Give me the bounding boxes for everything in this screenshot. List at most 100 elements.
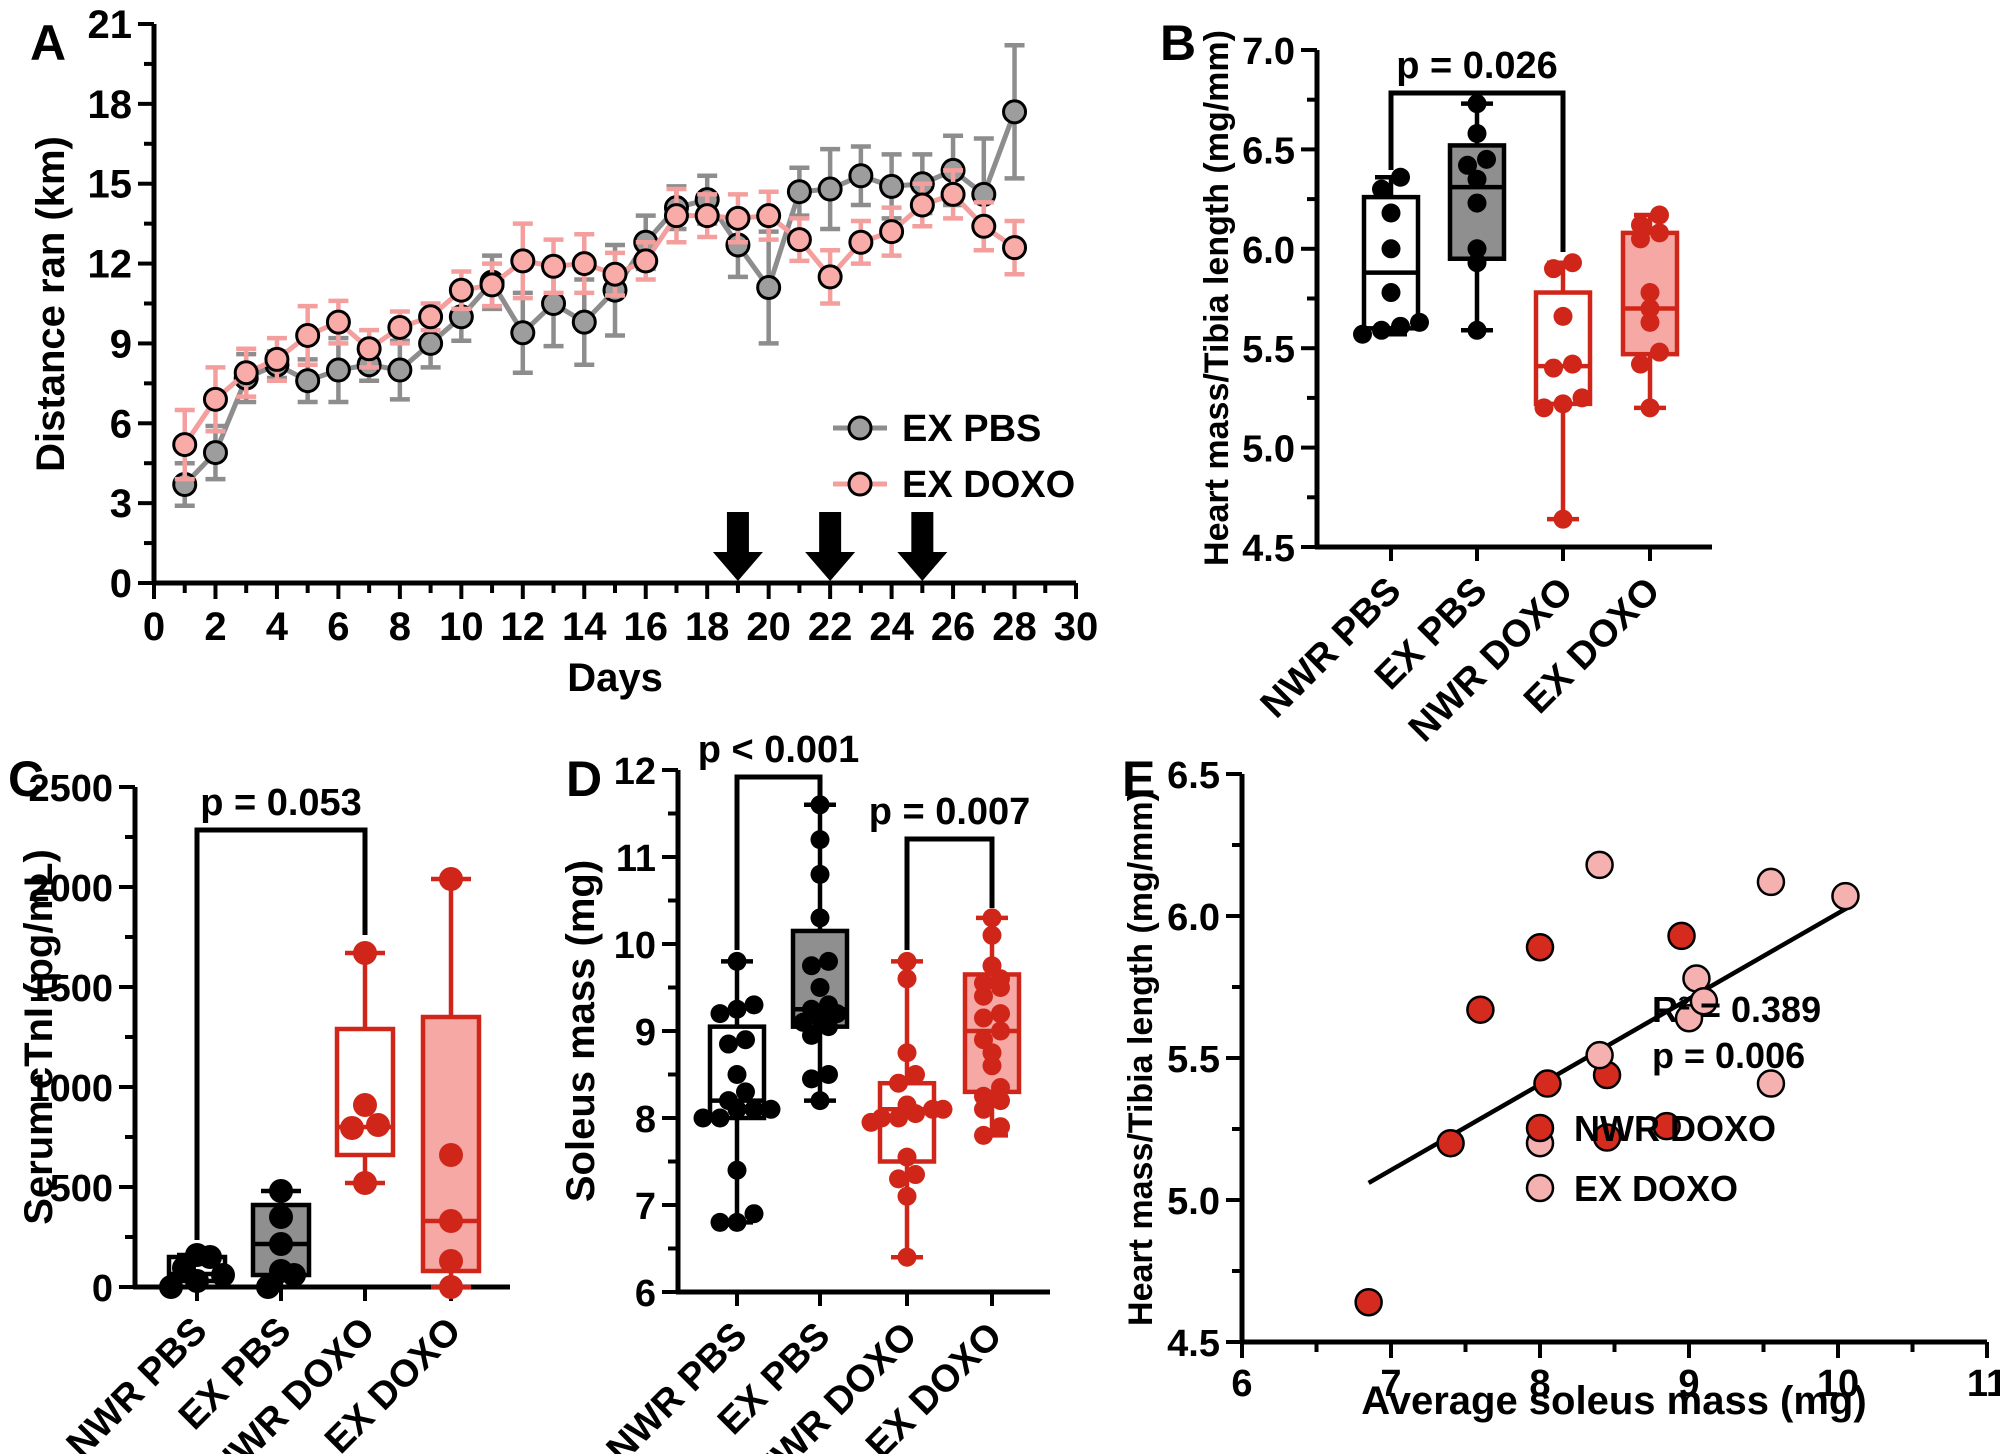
x-tick-label: 30 (1054, 605, 1099, 649)
y-tick-label: 0 (110, 562, 132, 606)
data-point (269, 1232, 293, 1256)
data-point (1467, 169, 1487, 189)
data-point (879, 173, 905, 199)
data-point (353, 941, 377, 965)
data-point (1631, 229, 1650, 249)
data-point (1381, 283, 1401, 303)
data-point (736, 1082, 755, 1102)
data-point (1553, 394, 1573, 414)
panel-e-y-axis-title: Heart mass/Tibia length (mg/mm) (1122, 790, 1160, 1326)
legend-label-ex-doxo: EX DOXO (1574, 1168, 1738, 1209)
data-point (879, 219, 905, 245)
data-point (802, 1069, 821, 1089)
y-tick-label: 3 (110, 482, 132, 526)
data-point (710, 1212, 730, 1232)
data-point (172, 432, 198, 458)
data-point (810, 908, 830, 928)
data-point (1525, 932, 1555, 962)
x-tick-label: 11 (1967, 1363, 2000, 1405)
x-tick-label: 16 (623, 605, 668, 649)
data-point (991, 1004, 1010, 1024)
data-point (1831, 881, 1860, 911)
x-tick-label: 12 (501, 605, 546, 649)
y-tick-label: 1000 (28, 1068, 113, 1110)
series-line (182, 110, 1017, 487)
data-point (810, 864, 830, 884)
data-point (727, 999, 747, 1019)
significance-label: p = 0.026 (1396, 45, 1558, 87)
data-point (817, 176, 843, 202)
data-point (448, 277, 474, 303)
data-point (848, 229, 874, 255)
significance-bracket (734, 774, 823, 950)
y-tick-label: 6 (635, 1273, 656, 1315)
category-label: NWR PBS (59, 1310, 216, 1454)
x-tick-label: 10 (439, 605, 484, 649)
data-point (439, 1143, 463, 1167)
x-tick-label: 0 (143, 605, 165, 649)
data-point (1689, 986, 1719, 1016)
data-point (1458, 155, 1477, 175)
y-tick-label: 4.5 (1242, 528, 1295, 570)
data-point (1410, 312, 1429, 332)
data-point (727, 1065, 747, 1084)
y-tick-label: 5.5 (1167, 1039, 1220, 1081)
data-point (571, 309, 597, 335)
panel-a-legend: EX PBS EX DOXO (833, 408, 1075, 506)
legend-marker-nwr-doxo-icon (1525, 1113, 1555, 1143)
y-tick-label: 12 (88, 243, 133, 287)
data-point (974, 973, 993, 993)
y-tick-label: 2500 (28, 768, 113, 810)
y-tick-label: 11 (616, 838, 656, 880)
data-point (736, 1030, 755, 1050)
data-point (694, 203, 720, 229)
data-point (991, 1117, 1010, 1137)
data-point (269, 1205, 293, 1229)
data-point (439, 867, 463, 891)
data-point (1381, 239, 1401, 259)
data-point (848, 163, 874, 189)
data-point (1436, 1128, 1465, 1158)
data-point (1640, 312, 1660, 332)
data-point (933, 1099, 953, 1119)
x-tick-label: 14 (562, 605, 607, 649)
y-tick-label: 5.0 (1242, 429, 1295, 471)
significance-bracket (1388, 90, 1566, 252)
data-point (761, 1099, 781, 1119)
data-point (663, 203, 689, 229)
data-point (974, 1030, 993, 1050)
data-point (727, 951, 747, 971)
data-point (633, 248, 659, 274)
data-point (185, 1243, 209, 1267)
data-point (1391, 316, 1410, 336)
panel-c-y-axis-title: Serum cTnI (pg/mL) (17, 849, 61, 1225)
data-point (940, 181, 966, 207)
data-point (1354, 1287, 1383, 1317)
data-point (1372, 179, 1391, 199)
data-point (571, 251, 597, 277)
data-point (1650, 223, 1669, 243)
data-point (366, 1113, 390, 1137)
data-point (510, 248, 536, 274)
data-point (1585, 850, 1614, 880)
y-tick-label: 7.0 (1242, 31, 1295, 73)
data-point (897, 969, 917, 989)
data-point (269, 1259, 293, 1283)
data-point (1667, 921, 1696, 951)
y-tick-label: 6 (110, 402, 132, 446)
data-point (909, 192, 935, 218)
x-tick-label: 8 (1529, 1363, 1550, 1405)
x-tick-label: 8 (389, 605, 411, 649)
data-point (786, 227, 812, 253)
data-point (897, 951, 917, 971)
data-point (1467, 239, 1487, 259)
y-tick-label: 9 (635, 1012, 656, 1054)
y-tick-label: 6.5 (1167, 755, 1220, 797)
y-tick-label: 4.5 (1167, 1323, 1220, 1365)
x-tick-label: 26 (931, 605, 976, 649)
data-point (439, 1209, 463, 1233)
data-point (727, 1160, 747, 1180)
